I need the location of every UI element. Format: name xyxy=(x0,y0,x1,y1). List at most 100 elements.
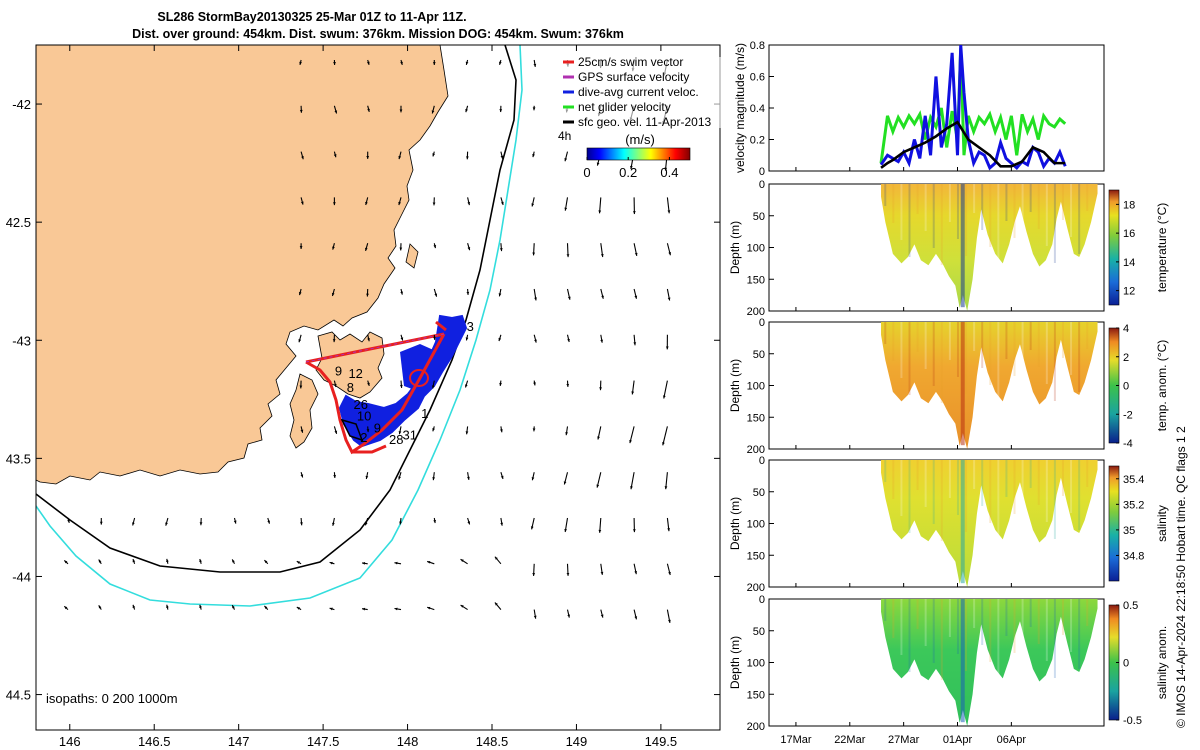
map-xtick-label: 148.5 xyxy=(476,734,509,749)
velocity-arrow xyxy=(300,197,304,205)
velocity-arrow xyxy=(431,105,435,114)
velocity-arrow xyxy=(432,151,436,157)
velocity-arrow xyxy=(532,151,535,158)
velocity-arrow xyxy=(67,517,70,523)
velocity-arrow xyxy=(467,197,471,206)
velocity-arrow xyxy=(566,380,570,387)
temperature-anomaly-section-colorbar-label: -2 xyxy=(1123,409,1133,421)
velocity-arrow xyxy=(600,288,604,299)
velocity-arrow xyxy=(498,59,502,65)
velocity-arrow xyxy=(599,380,602,391)
vector-note: 4h xyxy=(558,129,571,143)
legend-item: sfc geo. vel. 11-Apr-2013 xyxy=(563,115,712,129)
velocity-arrow xyxy=(666,288,671,301)
velocity-arrow xyxy=(299,243,303,250)
velocity-arrow xyxy=(333,197,336,206)
map-ytick-label: 43.5 xyxy=(6,451,31,466)
velocity-arrow xyxy=(633,334,637,346)
velocity-arrow xyxy=(165,517,169,526)
map-xtick-label: 147 xyxy=(228,734,250,749)
temperature-anomaly-section-streak xyxy=(1013,322,1016,376)
temperature-section-streak xyxy=(1086,184,1089,211)
temperature-section-streak xyxy=(916,184,919,214)
temperature-section-streak xyxy=(956,184,959,239)
velocity-arrow xyxy=(300,426,304,433)
velocity-ytick-label: 0.4 xyxy=(750,103,765,115)
velocity-arrow xyxy=(267,517,271,524)
velocity-arrow xyxy=(426,606,435,611)
velocity-arrow xyxy=(231,604,235,610)
temperature-section-streak xyxy=(948,184,951,222)
velocity-arrow xyxy=(530,517,535,530)
salinity-section-streak xyxy=(1078,460,1081,530)
map-ytick-label: -44 xyxy=(12,569,31,584)
temperature-anomaly-section-streak xyxy=(940,322,943,403)
velocity-arrow xyxy=(299,105,303,113)
salinity-section-streak xyxy=(916,460,919,490)
velocity-arrow xyxy=(199,517,203,526)
temperature-anomaly-section-streak xyxy=(1021,322,1024,393)
salinity-anomaly-section-streak xyxy=(1070,599,1073,652)
temperature-section-ylabel: Depth (m) xyxy=(728,221,742,274)
velocity-arrow xyxy=(499,105,503,113)
velocity-arrow xyxy=(532,563,536,576)
legend-item: dive-avg current veloc. xyxy=(563,85,699,99)
temperature-anomaly-section-streak xyxy=(884,322,887,344)
map-colorbar-label: (m/s) xyxy=(625,132,655,147)
velocity-arrow xyxy=(296,606,302,611)
temperature-anomaly-section-streak xyxy=(956,322,959,377)
velocity-arrow xyxy=(564,151,569,162)
velocity-ytick-label: 0.8 xyxy=(750,40,765,52)
velocity-arrow xyxy=(532,243,536,256)
velocity-arrow xyxy=(467,472,470,480)
velocity-arrow xyxy=(465,426,469,435)
temperature-anomaly-section-streak xyxy=(892,322,895,361)
velocity-arrow xyxy=(600,609,604,618)
velocity-arrow xyxy=(532,105,536,111)
velocity-arrow xyxy=(361,607,368,611)
track-day-label: 12 xyxy=(348,366,362,381)
velocity-arrow xyxy=(367,334,370,342)
track-day-label: 31 xyxy=(402,427,416,442)
velocity-ytick-label: 0.6 xyxy=(750,72,765,84)
salinity-section-streak xyxy=(981,460,984,506)
velocity-arrow xyxy=(431,380,435,389)
velocity-arrow xyxy=(666,197,671,214)
salinity-section-streak xyxy=(1029,460,1032,488)
temperature-anomaly-section-streak xyxy=(1053,322,1056,401)
temperature-anomaly-section-colorbar-label: -4 xyxy=(1123,438,1133,450)
map-ytick-label: 44.5 xyxy=(6,688,31,703)
salinity-anomaly-section-streak xyxy=(1045,599,1048,661)
salinity-section-streak xyxy=(932,460,935,524)
temperature-section-streak xyxy=(1045,184,1048,246)
velocity-arrow xyxy=(531,472,535,481)
temperature-anomaly-section-streak xyxy=(932,322,935,386)
track-day-label: 28 xyxy=(389,432,403,447)
velocity-arrow xyxy=(464,380,469,388)
salinity-section-streak xyxy=(1021,460,1024,531)
salinity-section-spike xyxy=(960,460,965,584)
velocity-arrow xyxy=(366,59,370,65)
velocity-arrow xyxy=(564,517,569,533)
map-xtick-label: 147.5 xyxy=(307,734,340,749)
salinity-anomaly-section-streak xyxy=(1005,599,1008,636)
velocity-arrow xyxy=(394,607,402,611)
track-day-label: 1 xyxy=(421,406,428,421)
velocity-arrow xyxy=(600,563,604,575)
velocity-arrow xyxy=(466,151,469,160)
temperature-section-ytick-label: 200 xyxy=(747,306,765,318)
temperature-section-colorbar-label: 18 xyxy=(1123,199,1135,211)
salinity-section-streak xyxy=(965,460,968,532)
velocity-arrow xyxy=(533,334,537,343)
velocity-arrow xyxy=(499,380,502,386)
velocity-arrow xyxy=(233,517,237,524)
map-xtick-label: 146 xyxy=(59,734,81,749)
salinity-section-streak xyxy=(1045,460,1048,522)
salinity-anomaly-section-spike xyxy=(960,599,965,723)
map-colorbar-tick-label: 0.4 xyxy=(660,165,678,180)
velocity-arrow xyxy=(399,517,402,525)
velocity-arrow xyxy=(367,380,370,387)
